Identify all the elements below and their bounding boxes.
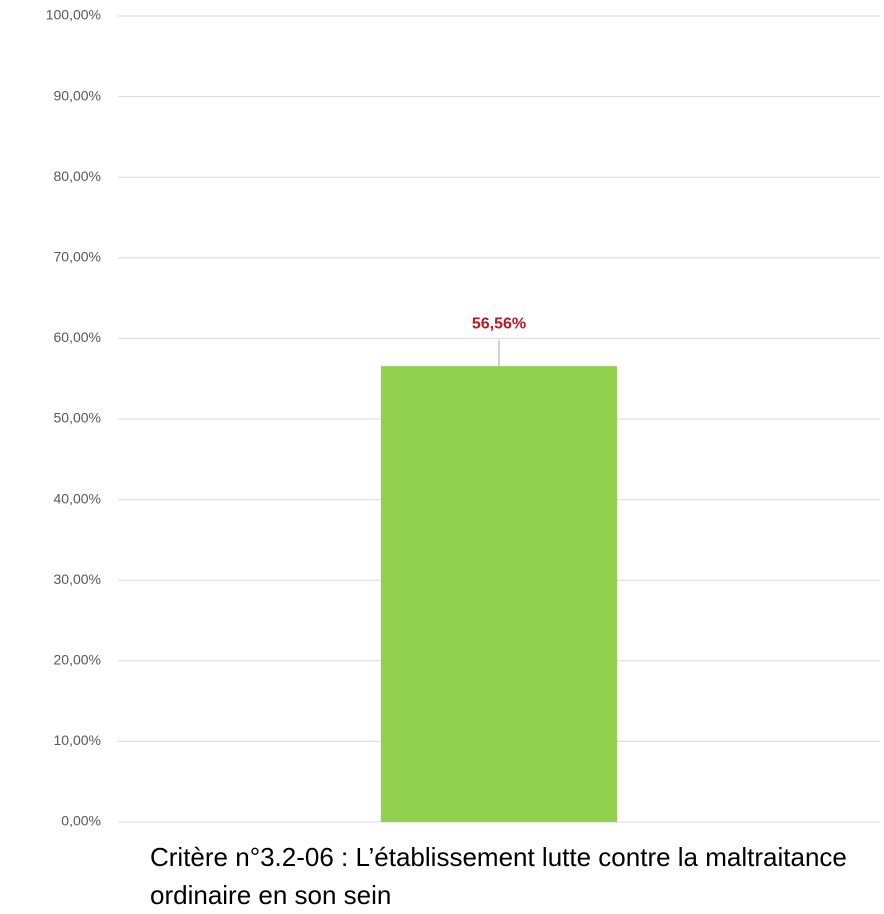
y-tick-label: 50,00% [54,410,101,426]
y-tick-label: 90,00% [54,87,101,103]
bar [380,366,618,822]
y-tick-label: 0,00% [61,813,101,829]
y-tick-label: 20,00% [54,652,101,668]
y-tick-label: 10,00% [54,732,101,748]
y-tick-label: 80,00% [54,168,101,184]
y-tick-label: 100,00% [46,7,101,23]
y-tick-label: 30,00% [54,571,101,587]
x-tick-label: Critère n°3.2-06 : L’établissement lutte… [150,842,847,910]
y-tick-label: 70,00% [54,249,101,265]
y-tick-label: 60,00% [54,329,101,345]
value-label: 56,56% [472,315,526,332]
y-tick-label: 40,00% [54,490,101,506]
